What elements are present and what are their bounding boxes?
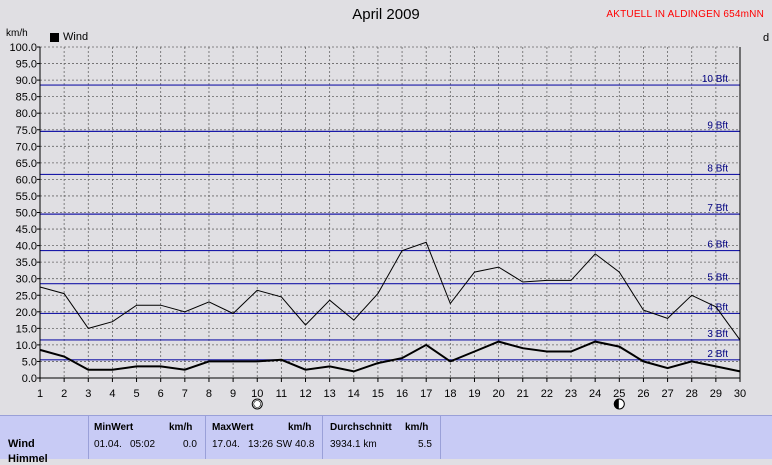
y-tick-label: 100.0 (9, 42, 37, 54)
y-tick-label: 5.0 (22, 356, 37, 368)
avg-distance: 3934.1 km (330, 439, 377, 450)
y-tick-label: 65.0 (16, 158, 37, 170)
avg-header: Durchschnitt (330, 422, 392, 433)
y-tick-label: 25.0 (16, 290, 37, 302)
beaufort-label: 8 Bft (707, 163, 728, 174)
y-tick-label: 60.0 (16, 174, 37, 186)
chart-title: April 2009 (352, 6, 420, 23)
y-tick-label: 15.0 (16, 323, 37, 335)
beaufort-label: 4 Bft (707, 302, 728, 313)
x-tick-label: 3 (85, 388, 91, 400)
x-tick-label: 1 (37, 388, 43, 400)
new-moon-icon-shade (613, 399, 619, 409)
x-tick-label: 11 (276, 388, 287, 400)
x-tick-label: 10 (251, 388, 263, 400)
x-tick-label: 26 (637, 388, 649, 400)
x-tick-label: 16 (396, 388, 408, 400)
max-value: 40.8 (295, 439, 315, 450)
y-tick-label: 55.0 (16, 191, 37, 203)
y-tick-label: 80.0 (16, 108, 37, 120)
max-date: 17.04. (212, 439, 240, 450)
y-tick-label: 70.0 (16, 141, 37, 153)
series-line-gust (39, 241, 741, 341)
x-tick-label: 30 (734, 388, 746, 400)
x-tick-label: 5 (133, 388, 139, 400)
y-tick-label: 0.0 (22, 373, 37, 385)
x-tick-label: 12 (299, 388, 311, 400)
max-unit: km/h (288, 422, 312, 433)
min-unit: km/h (169, 422, 193, 433)
wind-chart: 0.0 5.0 10.0 15.0 20.0 25.0 30.0 35.0 40.0 45.0 50… (9, 42, 746, 410)
avg-value: 5.5 (418, 439, 432, 450)
x-tick-label: 29 (710, 388, 722, 400)
station-label: AKTUELL IN ALDINGEN 654mNN (606, 9, 764, 20)
x-tick-label: 23 (565, 388, 577, 400)
x-tick-label: 17 (420, 388, 432, 400)
beaufort-label: 7 Bft (707, 203, 728, 214)
label-column (0, 416, 89, 459)
min-value: 0.0 (183, 439, 197, 450)
y-tick-label: 90.0 (16, 75, 37, 87)
stats-table: Wind Himmel MinWert km/h 01.04. 05:02 0.… (0, 415, 772, 465)
max-column: MaxWert km/h 17.04. 13:26 SW 40.8 (206, 416, 323, 459)
legend: Wind (50, 31, 88, 43)
y-tick-label: 75.0 (16, 125, 37, 137)
beaufort-label: 9 Bft (707, 120, 728, 131)
beaufort-label: 3 Bft (707, 329, 728, 340)
x-tick-label: 14 (348, 388, 360, 400)
legend-label: Wind (63, 31, 89, 43)
max-direction: SW (276, 439, 293, 450)
min-column: MinWert km/h 01.04. 05:02 0.0 (89, 416, 206, 459)
max-time: 13:26 (248, 439, 274, 450)
right-axis-unit: d (763, 32, 770, 44)
x-tick-label: 15 (372, 388, 384, 400)
y-tick-label: 50.0 (16, 208, 37, 220)
x-tick-label: 2 (61, 388, 67, 400)
y-tick-label: 95.0 (16, 59, 37, 71)
x-tick-label: 13 (324, 388, 336, 400)
x-tick-label: 8 (206, 388, 212, 400)
x-tick-label: 22 (541, 388, 553, 400)
x-tick-label: 9 (230, 388, 236, 400)
series-line-average (39, 340, 741, 373)
x-tick-label: 20 (492, 388, 504, 400)
x-tick-label: 18 (444, 388, 456, 400)
x-tick-label: 19 (468, 388, 480, 400)
avg-unit: km/h (405, 422, 429, 433)
y-tick-label: 30.0 (16, 274, 37, 286)
y-axis-unit: km/h (6, 28, 28, 39)
row-label-wind: Wind (8, 438, 35, 450)
x-tick-label: 4 (109, 388, 115, 400)
y-tick-label: 45.0 (16, 224, 37, 236)
y-tick-label: 85.0 (16, 92, 37, 104)
y-tick-label: 10.0 (16, 340, 37, 352)
y-tick-label: 35.0 (16, 257, 37, 269)
full-moon-icon-ring (253, 400, 262, 408)
x-tick-label: 7 (182, 388, 188, 400)
legend-swatch (50, 32, 59, 42)
x-tick-label: 6 (158, 388, 164, 400)
max-header: MaxWert (212, 422, 254, 433)
x-tick-label: 21 (517, 388, 529, 400)
x-tick-label: 24 (589, 388, 601, 400)
x-tick-label: 27 (661, 388, 673, 400)
min-date: 01.04. (94, 439, 122, 450)
avg-column: Durchschnitt km/h 3934.1 km 5.5 (323, 416, 441, 459)
beaufort-label: 5 Bft (707, 273, 728, 284)
beaufort-label: 10 Bft (702, 74, 728, 85)
beaufort-label: 2 Bft (707, 349, 728, 360)
min-time: 05:02 (130, 439, 156, 450)
min-header: MinWert (94, 422, 134, 433)
x-tick-label: 28 (686, 388, 698, 400)
beaufort-label: 6 Bft (707, 240, 728, 251)
x-tick-label: 25 (613, 388, 625, 400)
y-tick-label: 20.0 (16, 307, 37, 319)
y-tick-label: 40.0 (16, 241, 37, 253)
